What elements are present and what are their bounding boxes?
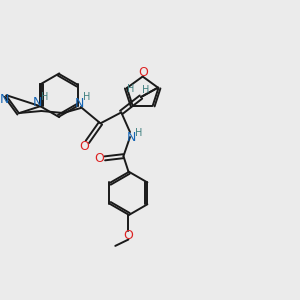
Text: O: O [80, 140, 89, 153]
Text: O: O [94, 152, 104, 165]
Text: N: N [126, 130, 136, 144]
Text: N: N [0, 93, 9, 106]
Text: H: H [83, 92, 90, 102]
Text: H: H [142, 85, 150, 95]
Text: O: O [124, 229, 134, 242]
Text: N: N [75, 97, 85, 110]
Text: O: O [139, 66, 148, 79]
Text: H: H [40, 92, 48, 102]
Text: H: H [127, 84, 135, 94]
Text: N: N [33, 96, 42, 109]
Text: H: H [135, 128, 143, 138]
